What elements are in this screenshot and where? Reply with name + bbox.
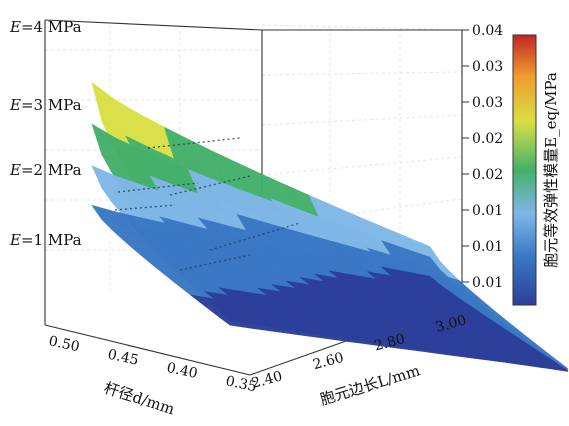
y-tick-label: 3.00 [434, 312, 468, 336]
grid-line [261, 198, 463, 226]
frame-edge [44, 324, 251, 376]
y-axis-label: 胞元边长L/mm [318, 361, 422, 408]
y-ticks: 2.40 2.60 2.80 3.00 [250, 312, 468, 392]
grid-line [261, 156, 463, 176]
z-tick-label: 0.04 [472, 23, 503, 39]
z-tick-label: 0.01 [472, 239, 503, 255]
contour-line [147, 137, 241, 149]
z-ticks: 0.01 0.01 0.01 0.02 0.02 0.03 0.03 0.04 [462, 23, 503, 291]
series-label-e3: E=3 MPa [9, 96, 82, 114]
series-label-e1: E=1 MPa [9, 231, 82, 249]
z-tick-label: 0.02 [472, 167, 503, 183]
contour-line [209, 222, 301, 251]
x-tick-label: 0.40 [165, 360, 199, 382]
series-label-e2: E=2 MPa [9, 161, 82, 179]
surface-patch [533, 360, 569, 371]
series-label-e4: E=4 MPa [9, 18, 82, 36]
x-tick-label: 0.35 [224, 373, 258, 395]
z-tick-label: 0.03 [472, 59, 503, 75]
z-tick-label: 0.01 [472, 203, 503, 219]
grid-line [261, 24, 463, 31]
grid-line [261, 114, 463, 126]
contour-line [117, 182, 199, 193]
frame-edge [44, 19, 263, 31]
colorbar [512, 34, 537, 306]
colorbar-label: 胞元等效弹性模量E_eq/MPa [542, 72, 560, 268]
contour-line [114, 204, 176, 211]
contour-line [169, 175, 251, 196]
x-ticks: 0.50 0.45 0.40 0.35 [47, 333, 258, 395]
y-tick-label: 2.40 [250, 368, 284, 392]
z-tick-label: 0.03 [472, 95, 503, 111]
y-tick-label: 2.80 [373, 331, 407, 355]
x-axis-label: 杆径d/mm [102, 379, 177, 419]
surface-0 [91, 204, 569, 371]
x-tick-label: 0.50 [47, 333, 81, 355]
z-tick-label: 0.02 [472, 131, 503, 147]
contour-line [179, 254, 251, 271]
z-tick-label: 0.01 [472, 275, 503, 291]
grid-line [261, 71, 463, 76]
surface-contours [114, 137, 301, 271]
x-tick-label: 0.45 [106, 347, 140, 369]
y-tick-label: 2.60 [311, 350, 345, 374]
